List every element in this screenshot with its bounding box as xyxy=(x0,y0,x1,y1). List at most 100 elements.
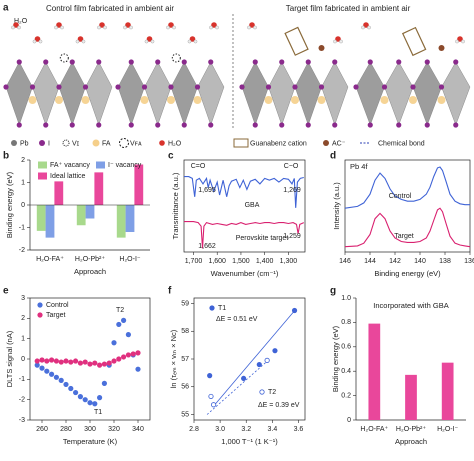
iodine-atom xyxy=(29,84,36,90)
series-label: Perovskite target xyxy=(236,235,289,242)
bar xyxy=(125,205,135,232)
data-point xyxy=(101,380,108,386)
water-hydrogen xyxy=(172,25,176,30)
series-line xyxy=(184,221,305,249)
legend-label: I xyxy=(48,140,50,147)
legend-label: Ideal lattice xyxy=(50,173,86,180)
water-hydrogen xyxy=(81,39,86,44)
water-oxygen xyxy=(363,22,369,28)
iodine-atom xyxy=(128,122,134,128)
chart-title: Incorporated with GBA xyxy=(373,301,448,310)
y-tick-label: 58 xyxy=(181,328,189,335)
iodine-atom xyxy=(305,122,311,128)
iodine-atom xyxy=(168,84,174,90)
iodine-atom xyxy=(396,59,402,65)
data-point xyxy=(39,365,45,371)
water-oxygen xyxy=(335,36,341,42)
data-point xyxy=(34,358,40,364)
guanabenz-molecule xyxy=(284,26,309,56)
iodine-atom xyxy=(16,59,22,65)
bar xyxy=(94,172,104,205)
data-point xyxy=(208,393,214,400)
legend-icon xyxy=(233,138,249,148)
x-axis-label: Wavenumber (cm⁻¹) xyxy=(211,269,279,278)
data-point xyxy=(48,357,55,363)
bar xyxy=(441,362,454,420)
iodine-atom xyxy=(381,84,388,90)
legend-icon xyxy=(119,138,129,148)
x-axis-label: Binding energy (eV) xyxy=(374,269,441,278)
octahedron xyxy=(355,61,385,126)
octahedron xyxy=(197,61,225,126)
octahedron xyxy=(5,61,33,126)
iodine-atom xyxy=(128,59,134,65)
x-tick-label: H₂O-FA⁺ xyxy=(360,426,388,433)
iodine-atom xyxy=(82,84,89,90)
water-oxygen xyxy=(249,22,255,28)
iodine-atom xyxy=(318,84,325,90)
data-point xyxy=(97,395,103,401)
octahedron xyxy=(412,61,442,126)
y-tick-label: 0.6 xyxy=(341,344,351,351)
fa-cation xyxy=(193,96,202,104)
iodine-atom xyxy=(181,59,187,65)
iodine-atom xyxy=(155,122,161,128)
iodine-atom xyxy=(292,84,298,90)
iodine-atom xyxy=(239,84,245,90)
data-point xyxy=(264,357,270,363)
x-tick-label: 140 xyxy=(414,258,426,265)
bar xyxy=(116,205,126,238)
bar xyxy=(54,181,64,205)
fa-cation xyxy=(380,96,389,104)
data-point xyxy=(77,360,84,366)
y-axis-label: Intensity (a.u.) xyxy=(332,182,341,230)
water-oxygen xyxy=(99,22,105,28)
fa-cation xyxy=(81,96,90,104)
data-point xyxy=(125,352,131,358)
iodine-atom xyxy=(424,122,430,128)
water-hydrogen xyxy=(38,39,43,44)
bar xyxy=(368,323,381,420)
bar xyxy=(405,374,417,420)
x-tick-label: 142 xyxy=(389,258,401,265)
water-hydrogen xyxy=(339,39,343,44)
data-point xyxy=(82,359,88,365)
data-point xyxy=(58,377,64,383)
bar xyxy=(45,205,55,238)
iodine-atom xyxy=(155,59,161,65)
annotation: 1,695 xyxy=(198,187,216,194)
fit-line xyxy=(213,308,297,407)
panel-letter: d xyxy=(330,151,336,162)
structure-illustration xyxy=(239,22,349,128)
water-hydrogen xyxy=(75,39,80,44)
iodine-atom xyxy=(96,59,102,65)
x-tick-label: H₂O-I⁻ xyxy=(437,426,458,433)
series-label: Target xyxy=(394,233,414,240)
octahedron xyxy=(32,61,60,126)
iodine-atom xyxy=(208,59,214,65)
water-hydrogen xyxy=(103,25,107,30)
iodine-atom xyxy=(332,122,338,128)
y-tick-label: -2 xyxy=(19,397,25,404)
plot-frame xyxy=(344,159,471,253)
y-tick-label: 1 xyxy=(21,336,25,343)
data-point xyxy=(256,361,262,368)
water-hydrogen xyxy=(333,39,337,44)
iodine-atom xyxy=(410,84,416,90)
water-oxygen xyxy=(211,22,217,28)
y-tick-label: -1 xyxy=(19,376,25,383)
x-tick-label: H₂O-Pb²⁺ xyxy=(396,426,426,433)
chart-title: Pb 4f xyxy=(350,162,368,171)
octahedron xyxy=(321,61,349,126)
water-oxygen xyxy=(146,36,153,42)
data-point xyxy=(111,358,117,364)
legend-label: FA⁺ vacancy xyxy=(50,162,90,169)
legend-label: Target xyxy=(46,312,66,319)
iodine-atom xyxy=(279,59,285,65)
annotation: T1 xyxy=(94,409,102,416)
y-tick-label: 0.8 xyxy=(341,319,351,326)
panel-title: Target film fabricated in ambient air xyxy=(286,4,411,13)
legend-marker xyxy=(209,305,215,311)
x-tick-label: H₂O-I⁻ xyxy=(119,256,140,263)
